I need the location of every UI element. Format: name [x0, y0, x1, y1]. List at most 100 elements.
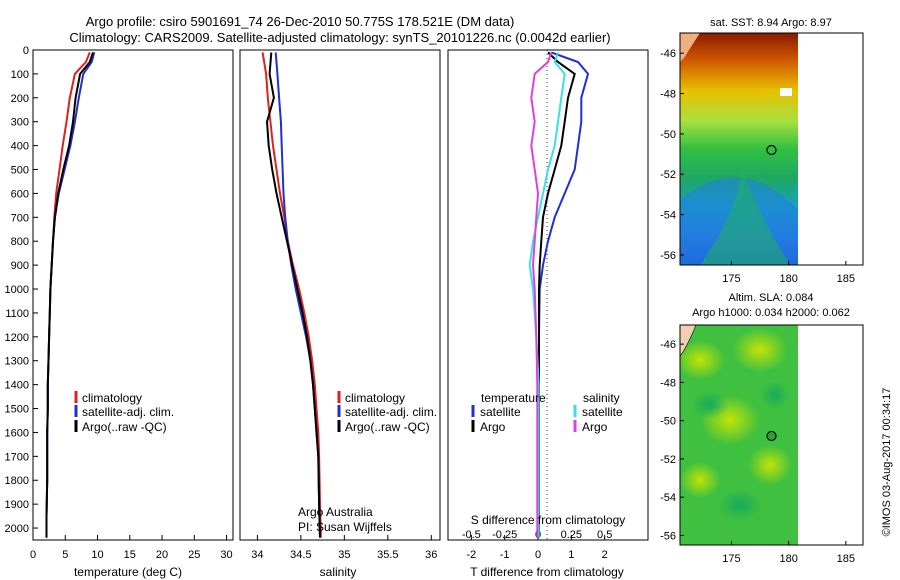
sla-map-title-line1: Altim. SLA: 0.084 — [729, 292, 814, 304]
salinity-series — [261, 52, 322, 538]
difference-panel: -2 -1 0 1 2-0.5 -0.25 0 0.25 0.5 temperature sal… — [447, 49, 649, 579]
depth-tick-label: 1400 — [5, 380, 29, 392]
lat-tick-label: -46 — [660, 48, 676, 60]
s-tick-label: -0.25 — [492, 529, 517, 541]
depth-tick-label: 1200 — [5, 332, 29, 344]
lon-tick-label: 185 — [837, 273, 855, 285]
x-tick-label: -1 — [500, 549, 510, 561]
lat-tick-label: -52 — [660, 454, 676, 466]
argo-float-location-marker — [766, 144, 777, 156]
depth-tick-label: 1300 — [5, 356, 29, 368]
lat-tick-label: -56 — [660, 530, 676, 542]
s-tick-label: 0.5 — [597, 529, 612, 541]
lat-tick-label: -52 — [660, 169, 676, 181]
legend-argo-label: Argo(..raw -QC) — [82, 420, 167, 434]
lon-tick-label: 175 — [722, 273, 740, 285]
imos-timestamp: ©IMOS 03-Aug-2017 00:34:17 — [881, 388, 893, 537]
depth-tick-label: 700 — [11, 212, 29, 224]
series-line-salinity-satellite — [528, 52, 566, 538]
s-tick-label: -0.5 — [462, 529, 481, 541]
difference-x-axis: -2 -1 0 1 2-0.5 -0.25 0 0.25 0.5 — [462, 529, 612, 561]
depth-tick-label: 600 — [11, 188, 29, 200]
temperature-legend: climatology satellite-adj. clim. Argo(..… — [74, 391, 174, 434]
sst-map-frame — [679, 32, 864, 266]
x-tick-label: 36 — [425, 549, 437, 561]
legend-temp-satellite-label: satellite — [480, 405, 521, 419]
x-tick-label: 10 — [91, 549, 103, 561]
series-line-climatology — [261, 52, 322, 538]
lat-tick-label: -56 — [660, 250, 676, 262]
salinity-xlabel: salinity — [320, 565, 357, 579]
lat-tick-label: -46 — [660, 339, 676, 351]
t-difference-xlabel: T difference from climatology — [470, 565, 624, 579]
depth-tick-label: 0 — [23, 45, 29, 57]
salinity-legend: climatology satellite-adj. clim. Argo(..… — [337, 391, 437, 434]
sla-low-blob — [718, 489, 762, 521]
x-tick-label: 35 — [338, 549, 350, 561]
sla-high-blob — [748, 445, 792, 485]
lat-tick-label: -50 — [660, 416, 676, 428]
legend-sal-satellite-label: satellite — [582, 405, 623, 419]
depth-tick-label: 800 — [11, 236, 29, 248]
x-tick-label: 0 — [535, 549, 541, 561]
depth-tick-label: 1700 — [5, 451, 29, 463]
sla-map-panel: Altim. SLA: 0.084 Argo h1000: 0.034 h200… — [660, 292, 864, 565]
depth-tick-label: 200 — [11, 93, 29, 105]
depth-axis: 0 100 200 300 400 500 600 700 800 900 1000 1100 1200… — [5, 45, 38, 535]
depth-tick-label: 1500 — [5, 404, 29, 416]
x-tick-label: 35.5 — [377, 549, 398, 561]
legend-satellite-label: satellite-adj. clim. — [345, 405, 437, 419]
lon-tick-label: 180 — [779, 273, 797, 285]
x-tick-label: 34 — [251, 549, 263, 561]
sla-low-blob — [692, 391, 728, 419]
depth-tick-label: 400 — [11, 141, 29, 153]
lat-tick-label: -54 — [660, 210, 676, 222]
sst-land — [680, 33, 700, 62]
legend-temp-argo-label: Argo — [480, 420, 506, 434]
salinity-axes-box — [239, 49, 441, 541]
s-tick-label: 0.25 — [561, 529, 582, 541]
lon-tick-label: 180 — [779, 553, 797, 565]
sst-map-axes: 175 180 185 -46 -48 -50 -52 -54 -56 — [660, 48, 855, 285]
sst-map-panel: sat. SST: 8.94 Argo: 8.97 175 180 185 -46 -4… — [660, 17, 864, 285]
legend-temperature-header: temperature — [481, 391, 546, 405]
legend-climatology-label: climatology — [345, 391, 405, 405]
depth-tick-label: 100 — [11, 69, 29, 81]
lat-tick-label: -48 — [660, 89, 676, 101]
lon-tick-label: 185 — [837, 553, 855, 565]
x-tick-label: 1 — [568, 549, 574, 561]
data-provider-label: Argo Australia — [298, 505, 373, 519]
temperature-series — [45, 52, 96, 538]
difference-legend: temperature salinity satellite Argo sate… — [471, 391, 623, 434]
legend-sal-argo-label: Argo — [582, 420, 608, 434]
x-tick-label: 15 — [124, 549, 136, 561]
x-tick-label: 5 — [62, 549, 68, 561]
x-tick-label: 0 — [30, 549, 36, 561]
depth-tick-label: 1100 — [5, 308, 29, 320]
depth-tick-label: 1600 — [5, 427, 29, 439]
pi-label: PI: Susan Wijffels — [298, 520, 392, 534]
series-line-salinity-argo — [530, 52, 553, 538]
salinity-panel: 34 34.5 35 35.5 36 climatology satellite-adj… — [239, 49, 441, 579]
depth-tick-label: 1900 — [5, 499, 29, 511]
x-tick-label: 20 — [156, 549, 168, 561]
x-tick-label: 2 — [602, 549, 608, 561]
series-line-argo-raw-qc- — [265, 52, 321, 538]
legend-argo-label: Argo(..raw -QC) — [345, 420, 430, 434]
sla-map-title-line2: Argo h1000: 0.034 h2000: 0.062 — [692, 307, 850, 319]
x-tick-label: -2 — [466, 549, 476, 561]
sla-high-blob — [680, 462, 720, 498]
depth-tick-label: 500 — [11, 165, 29, 177]
legend-salinity-header: salinity — [583, 391, 620, 405]
s-difference-label: S difference from climatology — [471, 513, 626, 527]
figure-title-line1: Argo profile: csiro 5901691_74 26-Dec-20… — [86, 14, 515, 29]
lat-tick-label: -48 — [660, 377, 676, 389]
x-tick-label: 25 — [188, 549, 200, 561]
salinity-x-axis: 34 34.5 35 35.5 36 — [251, 535, 437, 561]
sla-land — [680, 325, 697, 357]
sst-map-title: sat. SST: 8.94 Argo: 8.97 — [710, 17, 832, 29]
x-tick-label: 34.5 — [290, 549, 311, 561]
sst-warm-tongue — [700, 160, 790, 265]
series-line-argo-raw-qc- — [45, 52, 94, 538]
depth-tick-label: 2000 — [5, 523, 29, 535]
